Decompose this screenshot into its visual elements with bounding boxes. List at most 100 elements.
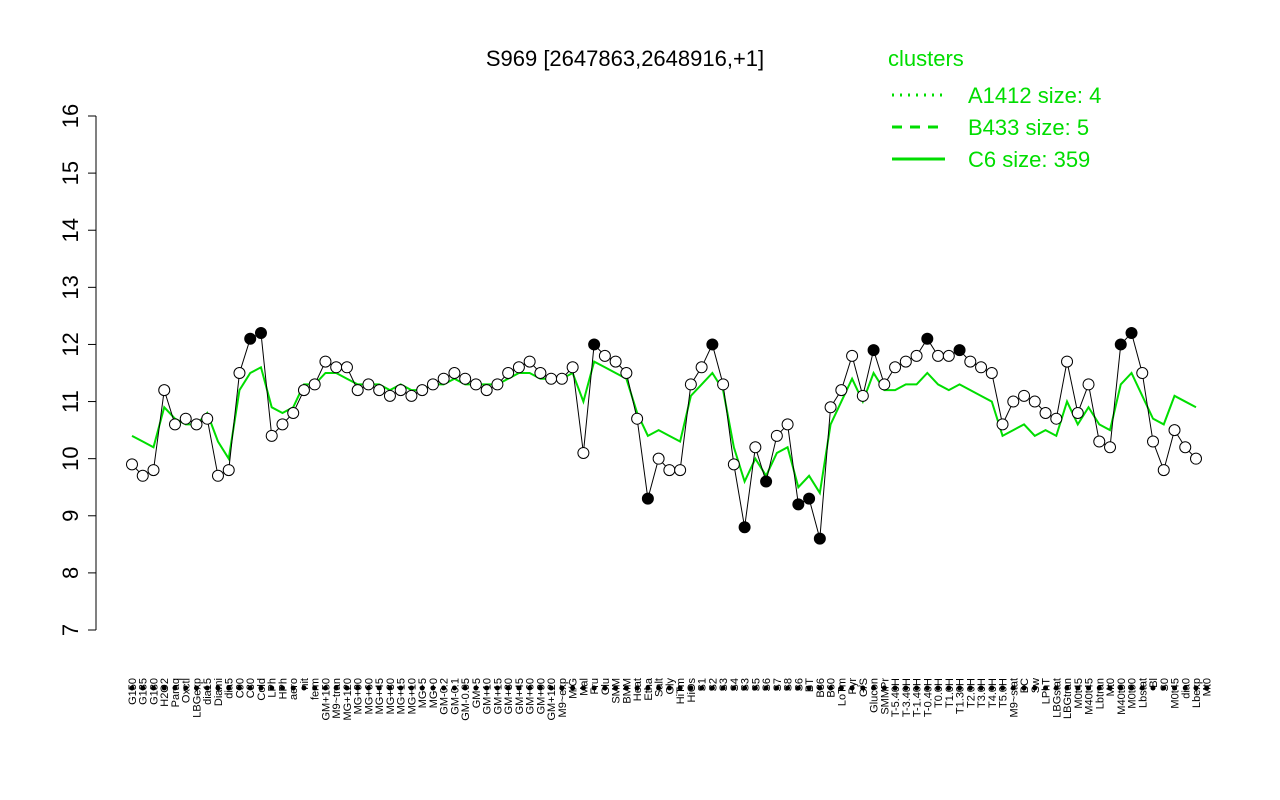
data-point <box>663 464 676 477</box>
x-tick-label: T1.0H <box>944 678 956 708</box>
x-tick-dot <box>161 685 167 691</box>
y-tick-label: 7 <box>58 624 83 636</box>
x-tick-label: M9~exp <box>557 678 569 717</box>
x-tick-label: G180 <box>148 678 160 705</box>
x-tick-label: GM+15 <box>492 678 504 714</box>
data-point <box>1147 435 1160 448</box>
data-point <box>233 367 246 379</box>
x-tick-dot <box>763 685 769 691</box>
x-tick-label: T-1.40H <box>912 678 924 717</box>
x-tick-label: GM-0.05 <box>460 678 472 721</box>
data-point <box>1007 395 1020 408</box>
x-tick-label: MG+60 <box>363 678 375 714</box>
y-axis: 7 8 9 10 11 12 13 14 15 16 <box>58 104 97 636</box>
data-point <box>717 378 730 391</box>
x-tick-dot <box>398 685 404 691</box>
x-tick-label: Lbtran <box>1094 678 1106 709</box>
x-tick-dot <box>183 685 189 691</box>
data-point <box>383 389 396 402</box>
x-tick-dot <box>1032 685 1038 691</box>
data-point <box>340 361 353 374</box>
x-tick-label: M9~stat <box>1008 678 1020 717</box>
x-tick-dot <box>1193 685 1199 691</box>
x-tick-dot <box>914 685 920 691</box>
x-tick-dot <box>666 685 672 691</box>
x-tick-dot <box>731 685 737 691</box>
x-tick-dot <box>344 685 350 691</box>
x-tick-label: S4 <box>729 678 741 691</box>
x-tick-dot <box>903 685 909 691</box>
x-tick-label: G135 <box>138 678 150 705</box>
data-point <box>265 429 278 442</box>
x-tick-dot <box>129 685 135 691</box>
x-tick-dot <box>1021 685 1027 691</box>
x-tick-label: Pyr <box>847 678 859 695</box>
data-point <box>373 384 386 397</box>
data-point <box>674 464 687 477</box>
x-tick-dot <box>924 685 930 691</box>
x-tick-label: MG+90 <box>353 678 365 714</box>
data-point <box>523 355 536 368</box>
x-tick-dot <box>752 685 758 691</box>
data-point <box>760 475 773 488</box>
data-point <box>964 355 977 368</box>
data-point <box>201 412 214 425</box>
data-point <box>534 367 547 379</box>
x-tick-label: H2O2 <box>159 678 171 707</box>
x-tick-label: M9~tran <box>331 678 343 719</box>
x-tick-dot <box>301 685 307 691</box>
x-tick-label: dia15 <box>202 678 214 705</box>
x-tick-label: HiTm <box>675 678 687 704</box>
data-point <box>469 378 482 391</box>
x-tick-label: LPhT <box>1041 678 1053 705</box>
x-tick-dot <box>602 685 608 691</box>
data-point <box>996 418 1009 431</box>
x-tick-dot <box>236 685 242 691</box>
x-tick-label: M40t45 <box>1084 678 1096 715</box>
x-tick-dot <box>806 685 812 691</box>
x-tick-dot <box>312 685 318 691</box>
data-point <box>835 384 848 397</box>
x-tick-dot <box>1107 685 1113 691</box>
x-tick-label: T5.0H <box>998 678 1010 708</box>
data-point <box>179 412 192 425</box>
data-point <box>738 521 751 534</box>
x-tick-label: aero <box>288 678 300 700</box>
data-point <box>136 469 149 482</box>
x-tick-label: C30 <box>245 678 257 698</box>
y-tick-label: 13 <box>58 275 83 299</box>
x-tick-dot <box>1139 685 1145 691</box>
data-point <box>867 344 880 357</box>
x-tick-label: Heat <box>632 678 644 701</box>
x-tick-dot <box>279 685 285 691</box>
x-tick-label: SMMPr <box>879 678 891 715</box>
data-point <box>1157 464 1170 477</box>
data-point <box>921 332 934 345</box>
data-point <box>448 367 461 379</box>
data-point <box>1114 338 1127 351</box>
x-tick-dot <box>634 685 640 691</box>
x-tick-dot <box>430 685 436 691</box>
x-tick-label: GM+5 <box>471 678 483 708</box>
data-point <box>426 378 439 391</box>
data-point <box>254 327 267 340</box>
x-tick-dot <box>193 685 199 691</box>
x-tick-dot <box>548 685 554 691</box>
data-point <box>932 349 945 362</box>
x-tick-label: S3 <box>718 678 730 691</box>
x-tick-dot <box>419 685 425 691</box>
x-tick-dot <box>645 685 651 691</box>
data-point <box>1039 406 1052 419</box>
x-tick-label: M40t90 <box>1116 678 1128 715</box>
data-point <box>168 418 181 431</box>
x-tick-label: S6 <box>761 678 773 691</box>
x-tick-label: B36 <box>815 678 827 698</box>
x-tick-label: Paraq <box>170 678 182 707</box>
data-point <box>1190 452 1202 465</box>
x-tick-dot <box>623 685 629 691</box>
x-tick-label: MG+15 <box>396 678 408 714</box>
x-tick-dot <box>258 685 264 691</box>
data-point <box>405 389 418 402</box>
x-tick-label: LPh <box>267 678 279 698</box>
